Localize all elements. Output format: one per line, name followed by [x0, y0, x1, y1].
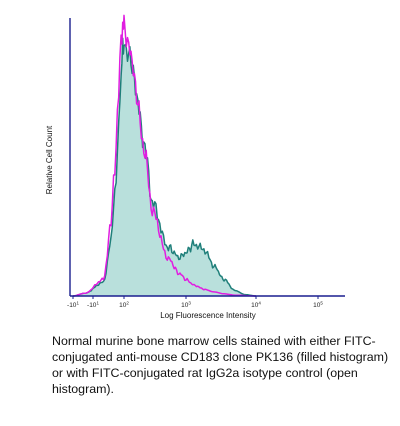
x-tick-label: 102 [119, 301, 129, 310]
x-tick-layer: -101 -101 102 103 104 105 [67, 296, 323, 309]
filled-histogram-area [73, 38, 256, 296]
filled-histogram-outline [72, 37, 256, 297]
x-tick-label: -101 [87, 301, 99, 310]
x-tick-label: -101 [67, 301, 79, 310]
x-tick-label: 105 [313, 301, 323, 310]
y-axis-label: Relative Cell Count [45, 125, 54, 194]
open-histogram-line [72, 14, 256, 297]
series-layer [72, 14, 256, 297]
x-tick-label: 104 [251, 301, 261, 310]
figure-caption: Normal murine bone marrow cells stained … [52, 334, 389, 396]
x-tick-label: 103 [181, 301, 191, 310]
histogram-chart: -101 -101 102 103 104 105 Log Fluorescence In… [45, 14, 345, 320]
x-axis-label: Log Fluorescence Intensity [160, 311, 256, 320]
